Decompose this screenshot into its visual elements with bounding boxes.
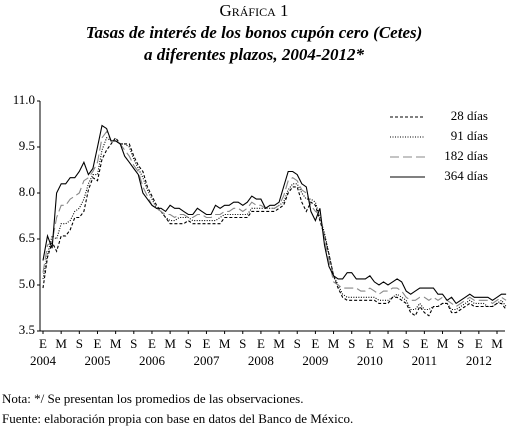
x-tick-label: M [110,336,122,351]
series-line [42,136,507,311]
x-tick-label: S [76,336,83,351]
y-tick-label: 3.5 [19,322,35,337]
y-tick-label: 6.5 [19,230,35,245]
series-line [42,130,507,308]
y-tick-label: 5.0 [19,276,35,291]
year-label: 2006 [139,353,166,368]
x-tick-label: S [294,336,301,351]
legend-label: 364 días [444,168,488,183]
x-tick-label: M [491,336,503,351]
series-line [42,124,507,305]
x-tick-label: E [257,336,265,351]
note: Fuente: elaboración propia con base en d… [2,411,353,426]
x-tick-label: M [437,336,449,351]
year-label: 2005 [84,353,110,368]
x-tick-label: M [55,336,67,351]
x-tick-label: E [366,336,374,351]
x-tick-label: E [311,336,319,351]
x-tick-label: S [348,336,355,351]
chart-title: Tasas de interés de los bonos cupón cero… [86,23,423,42]
x-tick-label: E [39,336,47,351]
y-tick-label: 11.0 [13,92,35,107]
series-line [42,136,507,317]
legend-label: 182 días [444,148,488,163]
x-tick-label: E [94,336,102,351]
x-tick-label: M [273,336,285,351]
year-label: 2007 [193,353,220,368]
legend-label: 28 días [451,108,488,123]
chart-title: a diferentes plazos, 2004-2012* [144,45,365,64]
x-tick-label: E [475,336,483,351]
x-tick-label: M [328,336,340,351]
x-tick-label: S [457,336,464,351]
x-tick-label: E [202,336,210,351]
y-tick-label: 9.5 [19,138,35,153]
y-tick-label: 8.0 [19,184,35,199]
year-label: 2012 [466,353,492,368]
year-label: 2004 [30,353,57,368]
x-tick-label: M [219,336,231,351]
chart-kicker: Gráfica 1 [219,1,288,20]
x-tick-label: S [185,336,192,351]
x-tick-label: S [403,336,410,351]
year-label: 2008 [248,353,274,368]
x-tick-label: M [382,336,394,351]
legend-label: 91 días [451,128,488,143]
year-label: 2011 [412,353,438,368]
x-tick-label: S [130,336,137,351]
note: Nota: */ Se presentan los promedios de l… [2,391,303,406]
x-tick-label: E [148,336,156,351]
x-tick-label: M [164,336,176,351]
year-label: 2010 [357,353,383,368]
x-tick-label: E [420,336,428,351]
year-label: 2009 [302,353,328,368]
x-tick-label: S [239,336,246,351]
